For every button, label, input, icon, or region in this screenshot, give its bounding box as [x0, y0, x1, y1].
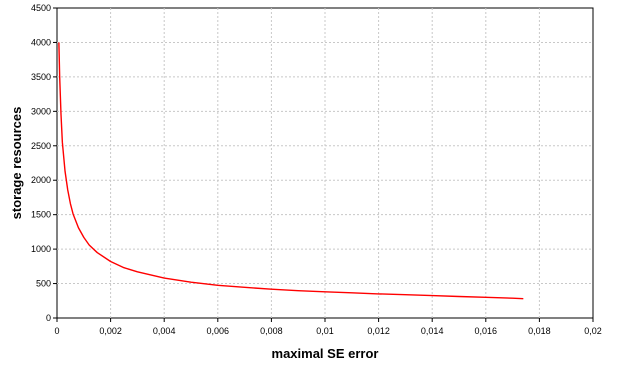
y-tick-label: 3500 [31, 72, 51, 82]
y-tick-label: 500 [36, 279, 51, 289]
y-tick-label: 4000 [31, 37, 51, 47]
x-tick-label: 0,006 [207, 326, 230, 336]
x-axis-title: maximal SE error [272, 346, 379, 361]
x-tick-label: 0,004 [153, 326, 176, 336]
x-tick-label: 0,008 [260, 326, 283, 336]
y-tick-label: 0 [46, 313, 51, 323]
x-tick-label: 0,02 [584, 326, 602, 336]
y-tick-label: 2000 [31, 175, 51, 185]
y-tick-label: 4500 [31, 3, 51, 13]
axis-ticks: 0 0,002 0,004 0,006 0,008 0,01 0,012 0,014 0,016… [31, 3, 602, 336]
x-tick-label: 0,014 [421, 326, 444, 336]
x-tick-label: 0,002 [99, 326, 122, 336]
y-tick-label: 1000 [31, 244, 51, 254]
y-tick-label: 1500 [31, 210, 51, 220]
x-tick-label: 0,01 [316, 326, 334, 336]
plot-area [56, 7, 594, 319]
y-axis-title: storage resources [9, 107, 24, 220]
x-tick-label: 0 [54, 326, 59, 336]
grid [57, 8, 593, 318]
series-line [58, 42, 524, 300]
series-layer [58, 42, 524, 300]
x-tick-label: 0,016 [475, 326, 498, 336]
y-tick-label: 2500 [31, 141, 51, 151]
x-tick-label: 0,012 [367, 326, 390, 336]
x-tick-label: 0,018 [528, 326, 551, 336]
y-tick-label: 3000 [31, 106, 51, 116]
